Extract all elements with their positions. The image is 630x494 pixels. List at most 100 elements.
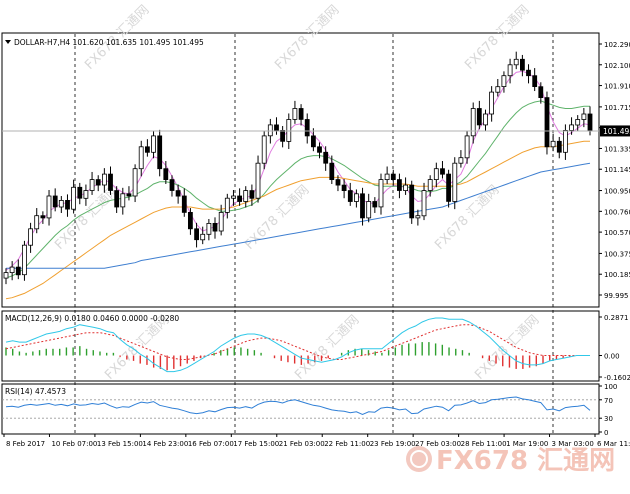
candle-body-43 [267,124,273,137]
candle-body-7 [46,195,52,219]
candle-body-77 [476,108,482,126]
price-tick-label-12: 99.995 [604,292,629,300]
candle-body-20 [126,193,132,197]
candle-body-32 [200,233,206,241]
candle-body-21 [132,168,138,197]
candle-body-87 [538,86,544,98]
rsi-axis: 100 70 30 0 [599,383,617,437]
price-tick-label-11: 100.185 [604,271,630,279]
candle-body-81 [501,75,507,87]
candle-body-71 [440,168,445,175]
price-tick-label-10: 100.375 [604,250,630,258]
time-tick-label-12: 3 Mar 03:00 [552,440,594,448]
time-tick-label-9: 27 Feb 03:00 [415,440,461,448]
candle-body-74 [458,157,464,164]
candle-body-0 [3,272,9,279]
logo-globe-icon [406,446,432,472]
candle-body-62 [384,173,390,181]
candle-body-82 [507,64,513,77]
macd-tick-label-0: 0.2871 [604,314,629,322]
candle-body-34 [212,222,218,232]
candle-body-36 [224,197,230,213]
rsi-tick-label-1: 70 [604,397,613,405]
candle-body-38 [237,195,243,202]
candle-body-40 [249,190,255,199]
candle-body-95 [587,113,593,132]
candle-body-69 [427,179,433,191]
rsi-line [5,396,591,416]
macd-panel-frame [1,310,600,382]
ma-line-3 [6,162,591,269]
candle-body-64 [396,179,402,191]
candle-body-1 [9,266,15,274]
candle-body-88 [544,97,550,148]
time-tick-label-7: 22 Feb 11:00 [324,440,370,448]
price-tick-label-9: 100.570 [604,229,630,237]
candle-body-35 [218,211,224,232]
macd-indicator [5,317,590,373]
candle-body-15 [95,179,101,186]
candle-body-19 [120,193,126,208]
candle-body-10 [65,199,70,210]
candle-body-83 [513,58,519,66]
symbol-readout: DOLLAR-H7,H4 101.620 101.635 101.495 101… [14,38,204,47]
candle-body-23 [144,146,150,153]
candle-body-24 [151,135,156,153]
dropdown-triangle-icon[interactable] [5,40,11,44]
moving-averages [5,70,591,300]
candle-body-31 [194,228,200,241]
ma-line-1 [5,100,590,279]
macd-label: MACD(12,26,9) 0.0180 0.0460 0.0000 -0.02… [5,314,179,323]
vertical-separators [74,34,554,433]
time-tick-label-5: 17 Feb 15:00 [233,440,279,448]
price-panel-frame [1,32,600,308]
candle-body-68 [421,190,427,217]
candle-body-50 [310,135,316,148]
candle-body-22 [138,146,144,170]
candle-body-41 [255,162,261,199]
time-tick-label-13: 6 Mar 11:00 [597,440,630,448]
candle-body-37 [231,195,236,199]
candle-body-5 [34,215,40,230]
candle-body-29 [181,195,187,213]
candle-body-42 [261,135,267,164]
candle-body-30 [187,211,193,230]
candle-body-73 [452,162,458,202]
candle-body-49 [304,119,310,137]
rsi-tick-label-2: 30 [604,415,613,423]
price-tick-label-6: 101.145 [604,166,630,174]
candle-body-3 [21,244,27,276]
candle-body-33 [206,222,212,235]
time-axis: 8 Feb 2017 10 Feb 07:00 13 Feb 15:00 14 Feb… [3,434,630,448]
price-tick-label-1: 102.100 [604,62,630,70]
candle-body-51 [317,146,322,153]
current-price-label: 101.495 [603,127,630,136]
candle-body-16 [102,173,107,186]
candle-body-54 [335,179,341,186]
time-tick-label-8: 23 Feb 19:00 [370,440,416,448]
rsi-tick-label-3: 0 [604,429,608,437]
candle-body-28 [175,190,181,197]
candle-body-60 [372,201,378,208]
candle-body-25 [157,135,163,170]
candlesticks [3,51,593,285]
candle-body-61 [378,179,384,208]
time-tick-label-2: 13 Feb 15:00 [97,440,143,448]
candle-body-55 [341,184,347,192]
candle-body-18 [114,190,120,208]
candle-body-13 [83,190,89,199]
macd-axis: 0.2871 0.00 -0.1602 [599,314,630,382]
time-tick-label-11: 1 Mar 19:00 [506,440,548,448]
candle-body-85 [526,69,531,77]
candle-body-9 [58,199,64,208]
candle-body-79 [489,91,495,115]
candle-body-2 [15,266,21,276]
candle-body-90 [556,140,562,153]
time-tick-label-4: 16 Feb 07:00 [188,440,234,448]
candle-body-8 [52,195,58,208]
price-tick-label-0: 102.290 [604,41,630,49]
candle-body-14 [89,179,95,191]
time-tick-label-10: 28 Feb 11:00 [461,440,507,448]
candle-body-39 [243,190,249,202]
